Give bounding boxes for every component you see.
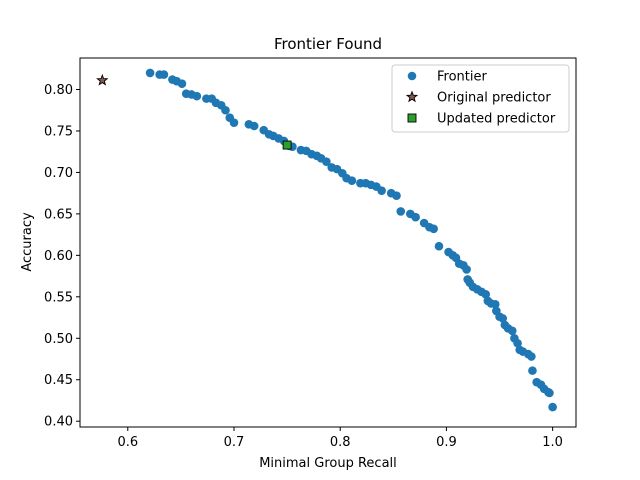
legend-marker-frontier (407, 71, 417, 81)
frontier-point (159, 70, 169, 79)
frontier-point (411, 212, 420, 222)
y-axis-label: Accuracy (20, 212, 35, 272)
legend: Frontier Original predictor Updated predic… (391, 64, 570, 133)
legend-box (391, 64, 570, 133)
x-tick-label: 1.0 (542, 435, 563, 450)
frontier-point (434, 241, 444, 251)
frontier-point (377, 186, 386, 195)
y-tick-label: 0.70 (44, 166, 73, 181)
y-tick-label: 0.45 (44, 373, 73, 388)
frontier-point (396, 207, 406, 216)
frontier-point (548, 402, 557, 412)
legend-label-updated-predictor: Updated predictor (437, 112, 556, 127)
frontier-point (527, 352, 536, 361)
frontier-point (429, 224, 438, 234)
frontier-point (145, 68, 155, 78)
frontier-point (462, 265, 471, 274)
y-tick-label: 0.60 (44, 249, 73, 264)
y-tick-label: 0.80 (44, 83, 73, 98)
frontier-point (322, 157, 331, 166)
plot-marks (96, 68, 557, 412)
original-predictor-point (96, 73, 109, 86)
x-axis-label: Minimal Group Recall (259, 456, 397, 471)
updated-predictor-point (282, 140, 292, 150)
frontier-point (513, 338, 522, 348)
chart-title: Frontier Found (274, 35, 382, 53)
frontier-point (528, 366, 537, 375)
frontier-point (229, 118, 239, 127)
frontier-point (347, 176, 357, 186)
frontier-point (498, 314, 508, 323)
legend-label-frontier: Frontier (437, 70, 487, 85)
frontier-point (221, 105, 230, 115)
legend-marker-original-predictor (405, 90, 419, 103)
legend-label-original-predictor: Original predictor (437, 91, 551, 106)
frontier-point (490, 299, 500, 309)
y-tick-label: 0.75 (44, 124, 73, 139)
x-axis-ticks: 0.6 0.7 0.8 0.9 1.0 (117, 427, 563, 450)
legend-marker-updated-predictor (407, 113, 417, 123)
frontier-point (481, 290, 491, 299)
y-axis-ticks: 0.40 0.45 0.50 0.55 0.60 0.65 0.70 0.75 0.80 (44, 83, 80, 430)
frontier-point (507, 326, 517, 336)
x-tick-label: 0.9 (436, 435, 457, 450)
frontier-point (249, 121, 259, 131)
y-tick-label: 0.55 (44, 290, 73, 305)
plot-frame (79, 57, 577, 428)
frontier-point (177, 79, 187, 89)
frontier-point (192, 91, 202, 101)
x-tick-label: 0.8 (330, 435, 351, 450)
y-tick-label: 0.50 (44, 332, 73, 347)
x-tick-label: 0.7 (224, 435, 245, 450)
x-tick-label: 0.6 (117, 435, 138, 450)
frontier-point (392, 191, 401, 200)
y-tick-label: 0.40 (44, 415, 73, 430)
frontier-point (545, 388, 554, 398)
y-tick-label: 0.65 (44, 207, 73, 222)
